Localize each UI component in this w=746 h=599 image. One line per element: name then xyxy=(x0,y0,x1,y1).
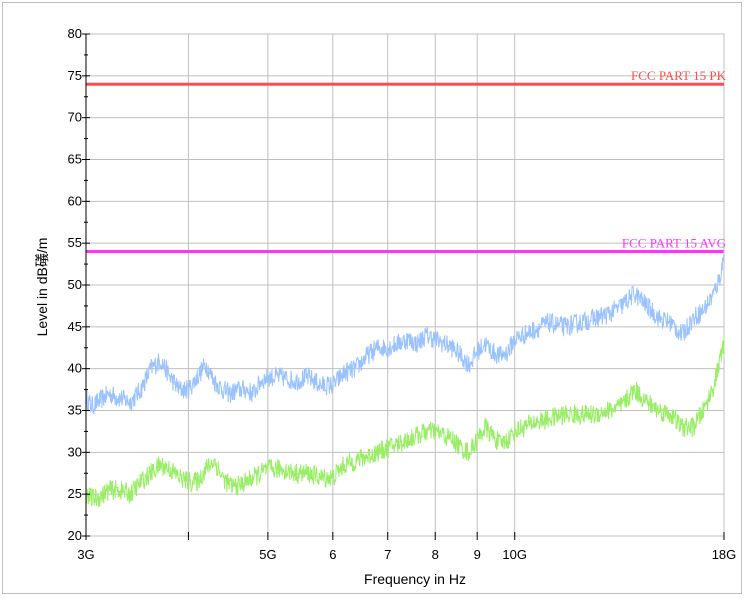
limit-line-label: FCC PART 15 PK xyxy=(631,68,727,83)
y-tick-label: 35 xyxy=(68,403,82,418)
y-tick-label: 20 xyxy=(68,528,82,543)
y-tick-label: 55 xyxy=(68,235,82,250)
x-tick-label: 8 xyxy=(432,547,439,562)
axes: 20 25 30 35 40 45 50 55 60 65 70 75 80 3G 5G 6 7 8 9 10G 18G xyxy=(68,26,737,562)
y-tick-label: 25 xyxy=(68,486,82,501)
x-tick-label: 10G xyxy=(502,547,527,562)
x-tick-label: 18G xyxy=(712,547,737,562)
x-tick-label: 9 xyxy=(474,547,481,562)
limit-line-label: FCC PART 15 AVG xyxy=(622,236,726,251)
x-tick-label: 7 xyxy=(384,547,391,562)
y-tick-label: 30 xyxy=(68,444,82,459)
y-tick-label: 70 xyxy=(68,110,82,125)
data-series xyxy=(85,249,725,507)
y-tick-label: 60 xyxy=(68,193,82,208)
y-tick-label: 40 xyxy=(68,361,82,376)
x-tick-label: 3G xyxy=(77,547,94,562)
y-tick-label: 50 xyxy=(68,277,82,292)
x-tick-label: 5G xyxy=(259,547,276,562)
y-tick-label: 65 xyxy=(68,152,82,167)
y-tick-label: 80 xyxy=(68,26,82,41)
x-tick-label: 6 xyxy=(329,547,336,562)
series-line xyxy=(85,335,725,507)
grid xyxy=(85,33,725,537)
y-tick-label: 45 xyxy=(68,319,82,334)
y-tick-label: 75 xyxy=(68,68,82,83)
y-axis-title: Level in dB礒/m xyxy=(34,238,50,337)
series-line xyxy=(85,249,725,415)
limit-lines: FCC PART 15 PK FCC PART 15 AVG xyxy=(86,68,727,254)
x-axis-title: Frequency in Hz xyxy=(364,571,466,587)
